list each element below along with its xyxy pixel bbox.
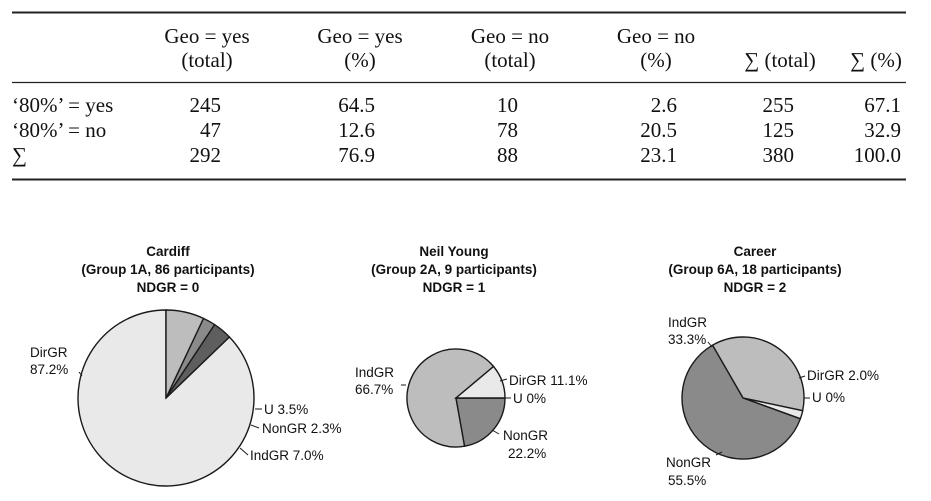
table-cell: 380 [763,143,795,167]
table-cell: 100.0 [854,143,901,167]
table-cell: 76.9 [338,143,375,167]
table-cell: 67.1 [864,93,901,117]
table-cell: 32.9 [864,118,901,142]
col-header-geo-no-pct-line2: (%) [640,48,671,72]
pie-title-line: (Group 2A, 9 participants) [371,262,537,277]
slice-name: NonGR [262,421,307,436]
table-cell: 64.5 [338,93,375,117]
table-cell: 20.5 [640,118,677,142]
col-header-sum-pct: ∑ (%) [850,48,902,72]
slice-name: IndGR [250,448,289,463]
slice-value: 0% [527,391,547,406]
table-cell: 125 [763,118,795,142]
leader-line [798,375,806,379]
slice-name: U [812,390,822,405]
pie-slice-indgr [165,309,205,399]
leader-line [78,371,83,377]
slice-label-nongr-name: NonGR [666,455,711,470]
slice-value: 11.1% [550,373,587,388]
pie-chart-career: Career (Group 6A, 18 participants) NDGR … [666,244,879,488]
table-cell: 23.1 [640,143,677,167]
leader-line [707,341,713,348]
slice-label-nongr-name: NonGR [503,428,548,443]
table-cell: 88 [497,143,518,167]
col-header-geo-no-pct-line1: Geo = no [617,24,695,48]
slice-label-u: U 3.5% [264,402,308,417]
pie-slices [77,309,255,487]
col-header-geo-yes-pct-line1: Geo = yes [317,24,402,48]
col-header-geo-yes-pct-line2: (%) [344,48,375,72]
pie-title-line: Career [734,244,778,259]
slice-label-dirgr-value: 87.2% [30,362,68,377]
slice-label-nongr: NonGR 2.3% [262,421,342,436]
pie-title-line: (Group 1A, 86 participants) [81,262,254,277]
table-cell: 12.6 [338,118,375,142]
table-cell: 2.6 [651,93,677,117]
slice-label-indgr-name: IndGR [668,315,707,330]
slice-label-indgr-name: IndGR [355,365,394,380]
table-cell: 292 [190,143,222,167]
row-label-sum: ∑ [12,143,27,167]
pie-slice-indgr [406,348,495,448]
slice-name: DirGR [807,368,845,383]
pie-slices [681,336,805,460]
leader-line [715,451,723,456]
slice-label-indgr-value: 33.3% [668,332,706,347]
pie-chart-cardiff: Cardiff (Group 1A, 86 participants) NDGR… [30,244,342,487]
slice-name: U [513,391,523,406]
slice-label-indgr-value: 66.7% [355,382,393,397]
col-header-geo-yes-total-line1: Geo = yes [164,24,249,48]
slice-label-nongr-value: 55.5% [668,473,706,488]
slice-name: DirGR [509,373,547,388]
slice-label-dirgr: DirGR 11.1% [509,373,588,388]
slice-label-indgr: IndGR 7.0% [250,448,324,463]
pie-slice-nongr [455,397,506,448]
table-cell: 255 [763,93,795,117]
table-cell: 10 [497,93,518,117]
pie-title-line: Neil Young [419,244,488,259]
slice-label-u: U 0% [513,391,546,406]
pie-slice-indgr [711,336,805,412]
row-label-80-yes: ‘80%’ = yes [12,93,113,117]
pie-slice-nongr [681,344,802,460]
row-label-80-no: ‘80%’ = no [12,118,106,142]
leader-line [239,447,249,456]
slice-value: 2.0% [848,368,879,383]
col-header-sum-total: ∑ (total) [744,48,816,72]
pie-title-line: (Group 6A, 18 participants) [668,262,841,277]
pie-title-line: NDGR = 0 [137,280,200,295]
pie-title-line: NDGR = 2 [724,280,787,295]
leader-line [250,424,260,429]
slice-value: 0% [826,390,846,405]
slice-name: U [264,402,274,417]
slice-label-dirgr-name: DirGR [30,345,68,360]
leader-line [499,378,508,382]
slice-value: 2.3% [311,421,342,436]
col-header-geo-no-total-line2: (total) [484,48,535,72]
pie-chart-neil-young: Neil Young (Group 2A, 9 participants) ND… [355,244,588,461]
table-cell: 78 [497,118,518,142]
slice-label-dirgr: DirGR 2.0% [807,368,879,383]
data-table: Geo = yes (total) Geo = yes (%) Geo = no… [12,11,906,181]
table-cell: 245 [190,93,222,117]
table-cell: 47 [200,118,221,142]
slice-value: 7.0% [293,448,324,463]
slice-label-u: U 0% [812,390,845,405]
col-header-geo-no-total-line1: Geo = no [471,24,549,48]
pie-slices [406,348,506,448]
leader-line [491,429,500,435]
slice-value: 3.5% [278,402,309,417]
pie-title-line: NDGR = 1 [423,280,486,295]
slice-label-nongr-value: 22.2% [508,446,546,461]
pie-title-line: Cardiff [146,244,190,259]
col-header-geo-yes-total-line2: (total) [181,48,232,72]
